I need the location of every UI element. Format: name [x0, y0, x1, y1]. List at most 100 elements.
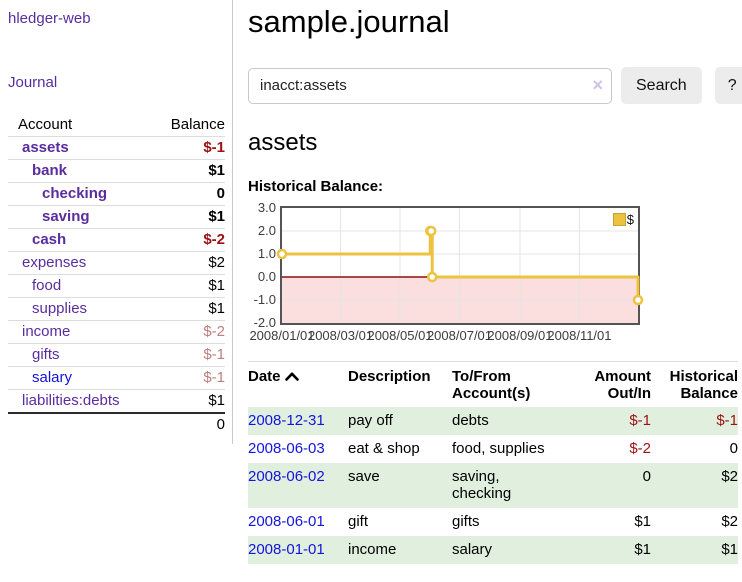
transaction-accounts: salary: [452, 541, 493, 558]
account-link-assets[interactable]: assets: [22, 139, 69, 156]
account-balance: $-1: [154, 136, 225, 160]
account-row-expenses: expenses $2: [8, 251, 225, 275]
x-axis-tick-label: 2008/07/01: [426, 328, 493, 343]
accounts-table-header: Account Balance: [8, 114, 225, 137]
transaction-description: pay off: [348, 412, 393, 429]
account-link-saving[interactable]: saving: [42, 208, 90, 225]
app-title-link[interactable]: hledger-web: [8, 10, 91, 27]
transaction-description: save: [348, 468, 380, 485]
account-link-supplies[interactable]: supplies: [32, 300, 88, 317]
account-link-checking[interactable]: checking: [42, 185, 108, 202]
accounts-total-value: 0: [154, 412, 225, 436]
account-row-supplies: supplies $1: [8, 297, 225, 321]
transaction-balance: $1: [721, 541, 738, 558]
accounts-col-balance: Balance: [154, 114, 225, 137]
account-link-expenses[interactable]: expenses: [22, 254, 87, 271]
transaction-amount: $-1: [629, 412, 651, 429]
transaction-balance: $2: [721, 513, 738, 530]
register-row: 2008-12-31 pay off debts $-1 $-1: [248, 407, 738, 435]
account-link-gifts[interactable]: gifts: [32, 346, 60, 363]
account-row-salary: salary $-1: [8, 366, 225, 390]
account-link-liabilities-debts[interactable]: liabilities:debts: [22, 392, 120, 409]
account-balance: $-1: [154, 343, 225, 367]
account-link-salary[interactable]: salary: [32, 369, 73, 386]
legend-label: $: [626, 212, 634, 227]
y-axis-tick-label: 3.0: [257, 200, 276, 215]
transaction-description: gift: [348, 513, 369, 530]
account-heading: assets: [248, 129, 318, 156]
transaction-date-link[interactable]: 2008-06-03: [248, 440, 325, 457]
clear-search-icon[interactable]: ×: [592, 74, 603, 95]
page-title: sample.journal: [248, 4, 450, 39]
transaction-accounts: debts: [452, 412, 489, 429]
account-row-income: income $-2: [8, 320, 225, 344]
transaction-amount: $-2: [629, 440, 651, 457]
transaction-accounts: food, supplies: [452, 440, 545, 457]
transaction-description: income: [348, 541, 397, 558]
x-axis-tick-label: 2008/09/01: [487, 328, 553, 343]
account-link-food[interactable]: food: [32, 277, 62, 294]
account-row-food: food $1: [8, 274, 225, 298]
accounts-col-account: Account: [8, 114, 155, 137]
search-button[interactable]: Search: [621, 67, 702, 104]
account-balance: $1: [154, 389, 225, 414]
legend-swatch-icon: [612, 213, 626, 226]
historical-balance-label: Historical Balance:: [248, 178, 384, 195]
y-axis-tick-label: -2.0: [253, 315, 276, 330]
search-bar: × Search ?: [248, 67, 742, 104]
register-col-balance: Historical Balance: [651, 361, 738, 407]
account-balance: $1: [154, 205, 225, 229]
account-row-checking: checking 0: [8, 182, 225, 206]
transaction-description: eat & shop: [348, 440, 420, 457]
search-input[interactable]: [248, 67, 612, 104]
sort-ascending-icon: [284, 372, 299, 381]
x-axis-tick-label: 2008/11/01: [547, 328, 612, 343]
account-balance: 0: [154, 182, 225, 206]
transaction-date-link[interactable]: 2008-01-01: [248, 541, 325, 558]
register-row: 2008-06-02 save saving, checking 0 $2: [248, 463, 738, 508]
accounts-table: Account Balance assets $-1 bank $1 check…: [8, 114, 225, 436]
chart-plot-area: $: [276, 206, 644, 325]
transaction-accounts: gifts: [452, 513, 480, 530]
account-balance: $-1: [154, 366, 225, 390]
transaction-date-link[interactable]: 2008-12-31: [248, 412, 325, 429]
register-table: Date Description To/From Account(s) Amou…: [248, 361, 738, 564]
register-col-description: Description: [348, 361, 452, 407]
account-link-bank[interactable]: bank: [32, 162, 68, 179]
account-balance: $1: [154, 159, 225, 183]
transaction-amount: $1: [634, 541, 651, 558]
account-balance: $2: [154, 251, 225, 275]
y-axis-tick-label: 0.0: [257, 269, 276, 284]
help-button[interactable]: ?: [714, 67, 742, 104]
register-col-date[interactable]: Date: [248, 361, 348, 407]
accounts-total-row: 0: [8, 412, 225, 436]
account-row-bank: bank $1: [8, 159, 225, 183]
transaction-date-link[interactable]: 2008-06-02: [248, 468, 325, 485]
register-col-amount: Amount Out/In: [587, 361, 651, 407]
account-balance: $1: [154, 274, 225, 298]
account-row-saving: saving $1: [8, 205, 225, 229]
transaction-date-link[interactable]: 2008-06-01: [248, 513, 325, 530]
register-row: 2008-06-01 gift gifts $1 $2: [248, 508, 738, 536]
register-col-account: To/From Account(s): [452, 361, 587, 407]
transaction-amount: $1: [634, 513, 651, 530]
register-row: 2008-01-01 income salary $1 $1: [248, 536, 738, 564]
y-axis-tick-label: 1.0: [257, 246, 276, 261]
y-axis-tick-label: -1.0: [253, 292, 276, 307]
y-axis-tick-label: 2.0: [257, 223, 276, 238]
transaction-amount: 0: [642, 468, 651, 485]
transaction-balance: $2: [721, 468, 738, 485]
account-row-liabilities-debts: liabilities:debts $1: [8, 389, 225, 414]
account-link-income[interactable]: income: [22, 323, 71, 340]
main-content: sample.journal × Search ? assets Histori…: [248, 0, 742, 564]
historical-balance-chart: $ 3.0 2.0 1.0 0.0 -1.0 -2.0 2008/01/01 2008/03/…: [248, 201, 668, 348]
account-link-cash[interactable]: cash: [32, 231, 67, 248]
account-balance: $-2: [154, 228, 225, 252]
sidebar-item-journal[interactable]: Journal: [8, 74, 58, 91]
register-header-row: Date Description To/From Account(s) Amou…: [248, 361, 738, 407]
x-axis-tick-label: 2008/03/01: [307, 328, 374, 343]
account-balance: $1: [154, 297, 225, 321]
account-row-gifts: gifts $-1: [8, 343, 225, 367]
account-row-cash: cash $-2: [8, 228, 225, 252]
transaction-accounts: saving, checking: [452, 468, 512, 502]
